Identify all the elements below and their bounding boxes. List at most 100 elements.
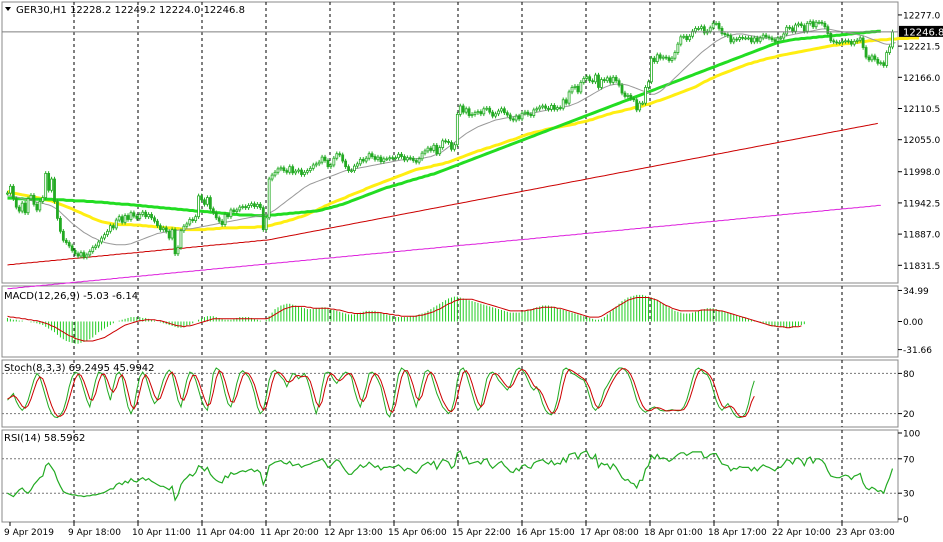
rsi-axis-ticks: 100 70 30 0 [898, 430, 920, 526]
candle-body [811, 21, 815, 28]
candle-body [206, 197, 209, 205]
stochastic-axis-ticks: 80 20 [898, 370, 915, 420]
rsi-panel[interactable]: 100 70 30 0 RSI(14) 58.5962 [2, 430, 920, 526]
price-tick-label: 12277.0 [903, 11, 940, 21]
candle-body [652, 57, 656, 62]
candle-body [476, 111, 480, 114]
dropdown-triangle-icon [5, 7, 11, 11]
candle-body [826, 26, 830, 34]
candle-body [29, 194, 33, 200]
rsi-tick-label: 70 [903, 455, 915, 465]
candle-body [297, 169, 300, 172]
candle-body [258, 203, 262, 209]
candle-body [441, 140, 445, 148]
candle-body [150, 214, 153, 219]
candle-body [117, 216, 121, 221]
x-tick-label: 15 Apr 06:00 [388, 528, 447, 538]
candle-body [156, 220, 159, 227]
candle-body [41, 197, 45, 202]
candle-body [426, 147, 430, 152]
macd-panel[interactable]: 34.99 0.00 -31.66 MACD(12,26,9) -5.03 -6.1… [4, 287, 932, 356]
candle-body [679, 36, 683, 45]
x-tick-label: 16 Apr 15:00 [516, 528, 575, 538]
candle-body [626, 94, 630, 97]
candle-body [326, 160, 330, 168]
candle-body [126, 215, 130, 220]
candle-body [541, 105, 545, 108]
candle-body [364, 157, 368, 162]
candle-body [464, 108, 468, 113]
candle-body [564, 99, 568, 104]
x-tick-label: 10 Apr 11:00 [132, 528, 191, 538]
candle-body [417, 158, 421, 163]
candle-body [650, 57, 653, 83]
candle-body [500, 108, 503, 112]
x-tick-label: 23 Apr 03:00 [836, 528, 895, 538]
candle-body [479, 111, 483, 115]
candle-body [470, 114, 474, 116]
stochastic-tick-label: 80 [903, 370, 915, 380]
candle-body [58, 217, 62, 232]
candle-body [529, 114, 533, 116]
candle-body [138, 214, 142, 219]
stochastic-panel[interactable]: 80 20 Stoch(8,3,3) 69.2495 45.9942 [2, 363, 915, 420]
candle-body [502, 108, 506, 114]
candle-body [588, 76, 592, 82]
candle-body [300, 169, 303, 175]
candle-body [44, 173, 48, 198]
candle-body [26, 198, 30, 214]
candle-body [429, 147, 433, 151]
candle-body [279, 167, 283, 170]
candle-body [100, 237, 103, 243]
candle-body [197, 195, 200, 218]
candle-body [291, 166, 295, 174]
price-panel-title: GER30,H1 12228.2 12249.2 12224.0 12246.8 [16, 5, 245, 16]
candle-body [514, 115, 518, 121]
candle-body [379, 156, 383, 163]
candle-body [508, 114, 512, 120]
candle-body [264, 217, 268, 231]
candle-body [767, 36, 771, 39]
rsi-tick-label: 100 [903, 430, 920, 440]
candle-body [94, 245, 98, 248]
candle-body [303, 171, 306, 175]
moving-average-lines [6, 28, 919, 290]
candle-body [270, 174, 274, 180]
candle-body [405, 157, 409, 161]
candle-body [53, 178, 56, 202]
candle-body [355, 163, 359, 167]
candle-body [214, 212, 218, 219]
candle-body [282, 167, 286, 171]
candle-body [20, 202, 24, 212]
candle-body [708, 27, 712, 32]
candle-body [802, 25, 806, 32]
candle-body [658, 54, 662, 59]
candle-body [438, 147, 442, 155]
candle-body [311, 164, 315, 169]
candle-body [685, 35, 689, 41]
candle-body [194, 216, 198, 222]
candle-body [435, 144, 439, 155]
candle-body [597, 74, 600, 88]
candle-body [385, 158, 389, 161]
price-panel[interactable]: 12277.0 12221.5 12166.0 12110.5 12055.0 11998… [2, 5, 943, 290]
candle-body [211, 208, 215, 214]
candle-body [123, 215, 127, 223]
candle-body [488, 107, 492, 113]
candle-body [85, 254, 89, 258]
candle-body [235, 209, 239, 213]
candle-body [191, 219, 195, 222]
candle-body [432, 144, 436, 151]
candle-body [817, 21, 821, 24]
price-tick-label: 11998.0 [903, 168, 940, 178]
candle-body [638, 102, 642, 111]
candle-body [6, 192, 9, 195]
candle-body [600, 79, 603, 88]
candle-body [505, 112, 509, 116]
candle-body [700, 26, 703, 29]
x-tick-label: 11 Apr 20:00 [260, 528, 319, 538]
candle-body [688, 35, 692, 41]
candle-body [841, 40, 844, 43]
